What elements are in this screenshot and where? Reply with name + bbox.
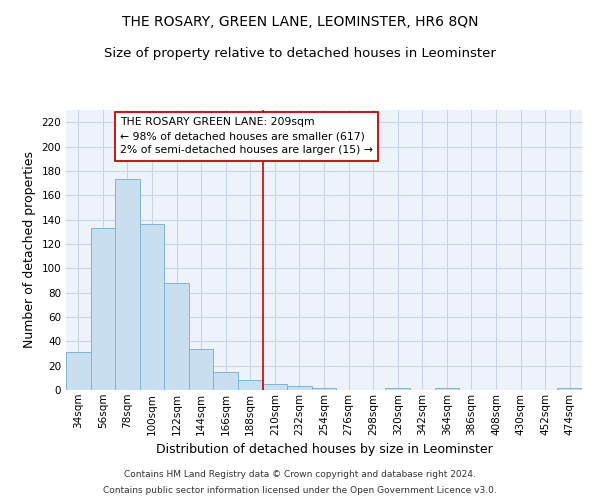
Bar — [557, 388, 582, 390]
Text: Contains public sector information licensed under the Open Government Licence v3: Contains public sector information licen… — [103, 486, 497, 495]
Bar — [312, 388, 336, 390]
Bar — [434, 388, 459, 390]
Bar — [66, 352, 91, 390]
Bar — [189, 348, 214, 390]
Text: THE ROSARY GREEN LANE: 209sqm
← 98% of detached houses are smaller (617)
2% of s: THE ROSARY GREEN LANE: 209sqm ← 98% of d… — [120, 118, 373, 156]
Bar — [140, 224, 164, 390]
Text: Size of property relative to detached houses in Leominster: Size of property relative to detached ho… — [104, 48, 496, 60]
Bar — [385, 388, 410, 390]
Bar — [164, 283, 189, 390]
Text: THE ROSARY, GREEN LANE, LEOMINSTER, HR6 8QN: THE ROSARY, GREEN LANE, LEOMINSTER, HR6 … — [122, 15, 478, 29]
Bar — [91, 228, 115, 390]
Text: Contains HM Land Registry data © Crown copyright and database right 2024.: Contains HM Land Registry data © Crown c… — [124, 470, 476, 479]
Y-axis label: Number of detached properties: Number of detached properties — [23, 152, 36, 348]
X-axis label: Distribution of detached houses by size in Leominster: Distribution of detached houses by size … — [155, 443, 493, 456]
Bar — [287, 386, 312, 390]
Bar — [115, 180, 140, 390]
Bar — [238, 380, 263, 390]
Bar — [263, 384, 287, 390]
Bar — [214, 372, 238, 390]
